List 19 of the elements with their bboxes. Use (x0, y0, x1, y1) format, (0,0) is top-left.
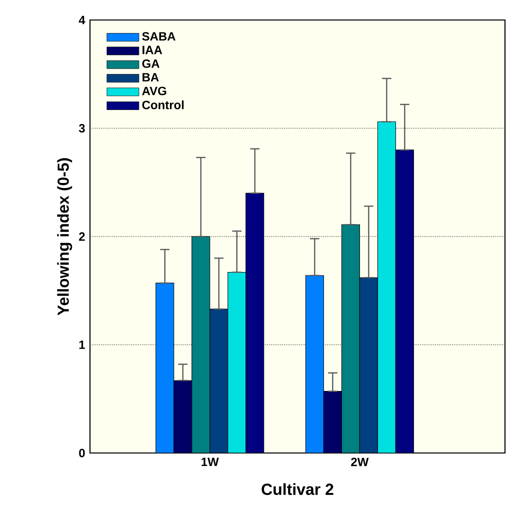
y-tick-label: 0 (79, 448, 85, 458)
bar (395, 150, 414, 453)
y-tick-label: 4 (78, 16, 86, 24)
y-axis-title: Yellowing index (0-5) (57, 158, 72, 316)
legend-label: Control (142, 100, 184, 110)
y-tick-label: 1 (79, 340, 85, 349)
legend-label: SABA (142, 32, 176, 41)
y-tick-label: 3 (78, 124, 85, 132)
y-tick-label: 2 (79, 232, 85, 241)
bar (156, 282, 174, 453)
legend-label: BA (142, 73, 159, 82)
legend-label: AVG (142, 86, 166, 96)
x-axis-title: Cultivar 2 (262, 483, 334, 495)
bar (305, 275, 324, 453)
legend-label: GA (142, 59, 160, 68)
x-tick-label: 1W (202, 458, 219, 466)
bar (246, 192, 264, 453)
x-tick-label: 2W (351, 458, 369, 466)
legend-label: IAA (142, 46, 162, 54)
